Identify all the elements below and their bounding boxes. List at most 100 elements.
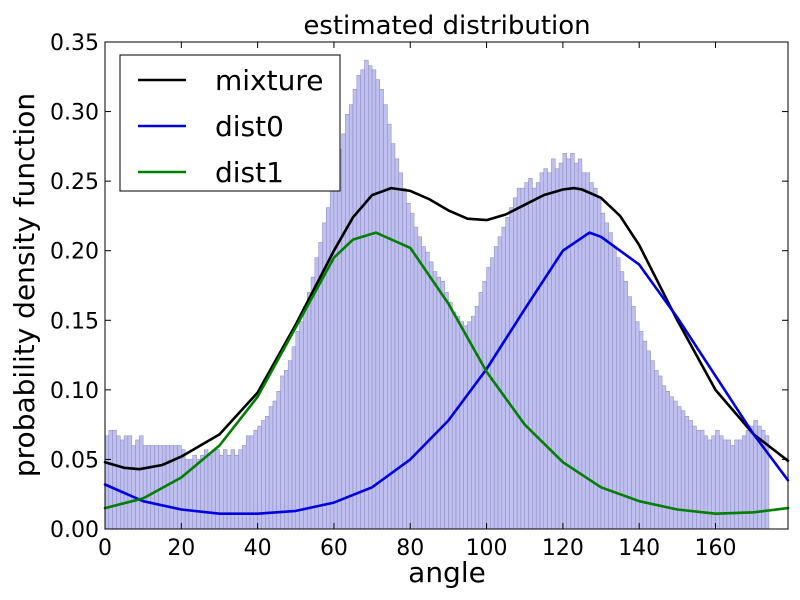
histogram-bar <box>368 65 373 530</box>
histogram-bar <box>223 449 228 530</box>
histogram-bar <box>467 321 472 530</box>
histogram-bar <box>249 435 255 530</box>
histogram-bar <box>203 449 209 530</box>
legend-box <box>119 54 341 192</box>
histogram-bar <box>398 172 403 530</box>
histogram-bar <box>554 168 560 530</box>
histogram-bar <box>516 187 522 530</box>
x-tick-label: 40 <box>244 536 272 561</box>
histogram-bar <box>478 292 483 530</box>
x-tick-label: 140 <box>618 536 660 561</box>
y-tick-label: 0.05 <box>50 448 99 473</box>
y-tick-label: 0.30 <box>50 101 99 126</box>
histogram-bar <box>387 123 392 530</box>
histogram-bar <box>490 257 495 530</box>
histogram-bar <box>635 321 640 530</box>
legend-label-dist0: dist0 <box>215 110 284 143</box>
histogram-bar <box>371 69 377 530</box>
histogram-bar <box>287 360 293 530</box>
histogram-bar <box>123 435 129 530</box>
histogram-bar <box>142 445 148 530</box>
histogram-bar <box>299 321 304 530</box>
histogram-bar <box>219 455 224 530</box>
histogram-bar <box>238 449 243 530</box>
histogram-bar <box>627 296 632 530</box>
x-tick-label: 80 <box>396 536 424 561</box>
histogram-bar <box>455 315 461 530</box>
histogram-bar <box>402 187 407 530</box>
histogram-bar <box>631 306 636 530</box>
histogram-bar <box>722 439 728 530</box>
histogram-bar <box>139 435 144 530</box>
histogram-bar <box>383 104 388 530</box>
histogram-bar <box>463 325 468 530</box>
histogram-bar <box>356 75 361 530</box>
histogram-bar <box>211 449 216 530</box>
x-tick-label: 120 <box>542 536 584 561</box>
histogram-bar <box>459 321 464 530</box>
histogram-bar <box>234 455 239 530</box>
histogram-bar <box>417 236 422 530</box>
histogram-bar <box>245 435 251 530</box>
series-lines <box>103 186 790 516</box>
histogram-bar <box>303 306 308 530</box>
histogram-bar <box>528 178 533 530</box>
histogram-bar <box>596 197 602 530</box>
histogram-bar <box>360 69 365 530</box>
histogram-bar <box>348 104 354 530</box>
histogram-bar <box>562 153 567 530</box>
histogram-bar <box>364 59 369 530</box>
histogram-bar <box>608 232 613 530</box>
histogram-bar <box>699 429 705 530</box>
histogram-bar <box>711 435 716 530</box>
y-tick-label: 0.10 <box>50 379 99 404</box>
legend: mixture dist0 dist1 <box>119 54 341 192</box>
y-axis-label: probability density function <box>8 93 41 477</box>
histogram-bar <box>181 449 186 530</box>
histogram-bar <box>566 158 571 530</box>
chart-title: estimated distribution <box>303 11 590 41</box>
histogram-bar <box>108 429 113 530</box>
histogram-bar <box>719 435 724 530</box>
histogram-bar <box>394 158 400 530</box>
histogram-bar <box>688 420 693 530</box>
histogram-bar <box>558 162 564 530</box>
histogram-bar <box>513 197 518 530</box>
histogram-bar <box>600 212 606 530</box>
histogram-bar <box>120 439 125 530</box>
histogram-bar <box>406 203 411 530</box>
histogram-bar <box>341 133 346 530</box>
histogram-bar <box>215 449 220 530</box>
histogram-bar <box>242 445 247 530</box>
histogram-bar <box>432 271 438 530</box>
histogram-bar <box>585 172 590 530</box>
histogram-bar <box>532 187 537 530</box>
histogram-bar <box>291 346 297 530</box>
histogram-bar <box>127 435 132 530</box>
histogram-bar <box>707 439 712 530</box>
histogram-bar <box>738 439 743 530</box>
histogram-bar <box>524 182 529 530</box>
histogram-bar <box>154 445 159 530</box>
histogram-bar <box>116 435 121 530</box>
histogram-bar <box>314 257 319 530</box>
histogram-bar <box>604 222 609 530</box>
legend-label-mixture: mixture <box>215 64 323 97</box>
histogram-bar <box>692 425 697 530</box>
histogram-bar <box>131 445 136 530</box>
histogram-bar <box>352 89 358 530</box>
histogram-bar <box>295 331 300 530</box>
histogram-bar <box>333 168 339 530</box>
histogram-bar <box>574 162 579 530</box>
histogram-bar <box>612 246 617 530</box>
series-line-dist1 <box>103 231 790 516</box>
histogram-bar <box>616 257 621 530</box>
plot-frame <box>104 41 789 530</box>
y-tick-label: 0.00 <box>50 518 99 543</box>
histogram-bar <box>482 281 487 530</box>
histogram-bar <box>551 158 556 530</box>
histogram-bar <box>734 439 739 530</box>
histogram-bar <box>684 416 690 530</box>
x-tick-label: 60 <box>320 536 348 561</box>
